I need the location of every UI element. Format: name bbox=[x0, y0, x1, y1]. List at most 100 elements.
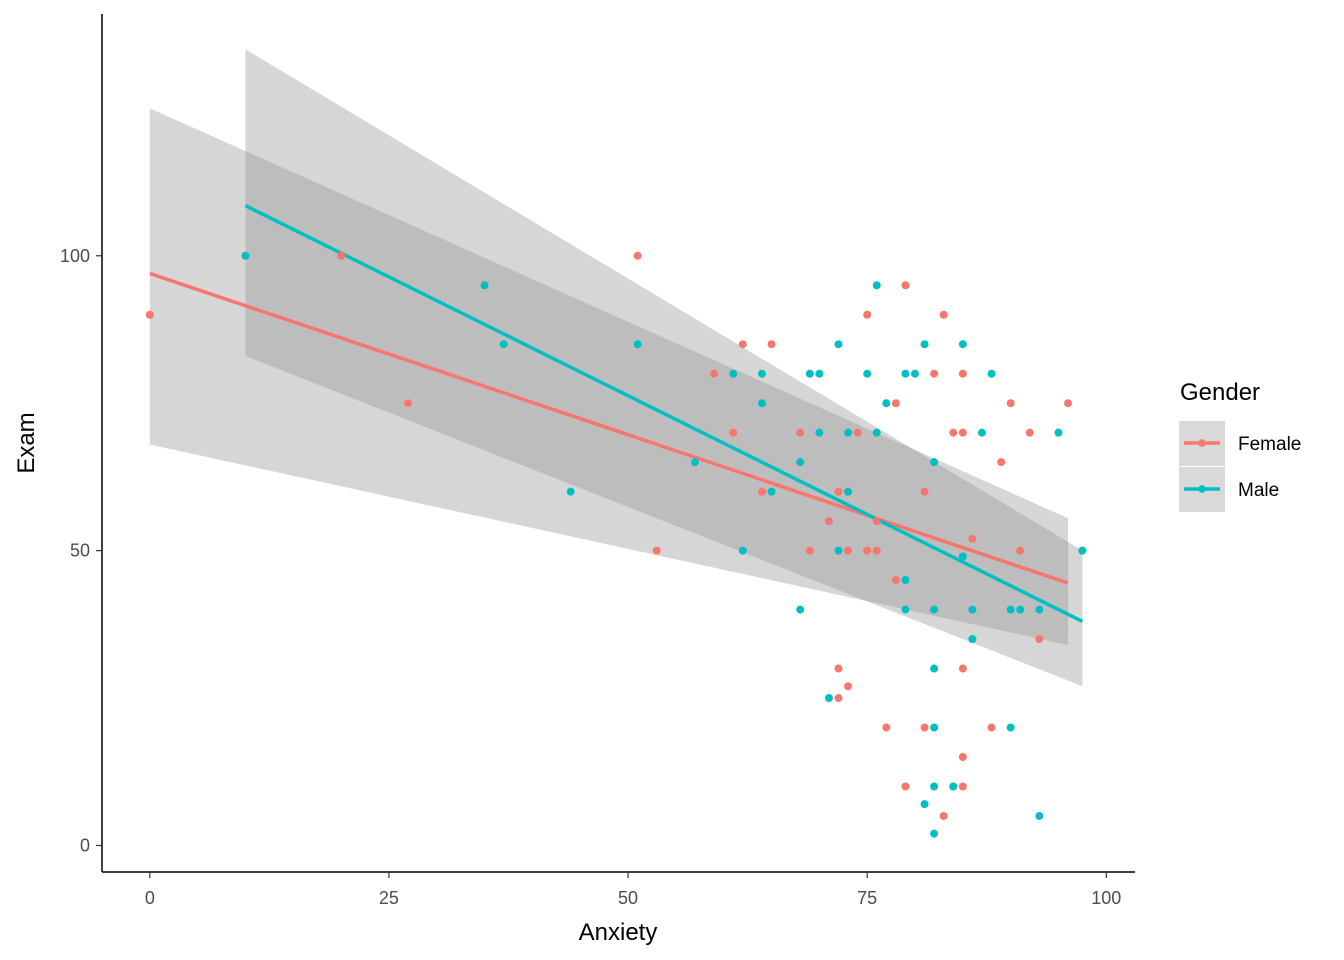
data-point-female bbox=[834, 487, 843, 496]
axis-ticks: 0 25 50 75 100 0 50 100 bbox=[60, 246, 1121, 908]
data-point-male bbox=[901, 369, 910, 378]
data-point-male bbox=[767, 487, 776, 496]
data-point-male bbox=[729, 369, 738, 378]
x-tick-label: 100 bbox=[1091, 888, 1121, 908]
data-point-male bbox=[757, 399, 766, 408]
data-point-male bbox=[987, 369, 996, 378]
data-point-female bbox=[920, 487, 929, 496]
data-point-female bbox=[901, 782, 910, 791]
data-point-female bbox=[834, 664, 843, 673]
data-point-female bbox=[949, 428, 958, 437]
data-point-female bbox=[863, 546, 872, 555]
data-point-female bbox=[891, 576, 900, 585]
regression-line-female bbox=[149, 271, 1069, 585]
data-point-male bbox=[911, 369, 920, 378]
data-point-female bbox=[853, 428, 862, 437]
data-point-male bbox=[834, 546, 843, 555]
regression-lines bbox=[149, 204, 1084, 623]
data-point-female bbox=[757, 487, 766, 496]
legend-point-male bbox=[1198, 485, 1206, 493]
data-point-female bbox=[920, 723, 929, 732]
data-point-male bbox=[844, 487, 853, 496]
data-point-male bbox=[930, 829, 939, 838]
confidence-band-female bbox=[149, 108, 1069, 645]
legend-item-female: Female bbox=[1179, 421, 1301, 466]
data-point-male bbox=[930, 458, 939, 467]
data-point-female bbox=[939, 310, 948, 319]
data-point-male bbox=[968, 605, 977, 614]
data-point-female bbox=[805, 546, 814, 555]
data-point-male bbox=[1016, 605, 1025, 614]
data-point-male bbox=[815, 428, 824, 437]
data-point-female bbox=[997, 458, 1006, 467]
data-point-male bbox=[920, 340, 929, 349]
y-tick-label: 0 bbox=[80, 835, 90, 855]
data-point-female bbox=[891, 399, 900, 408]
regression-line-male bbox=[244, 204, 1084, 623]
x-tick-label: 0 bbox=[145, 888, 155, 908]
data-points bbox=[145, 251, 1087, 838]
data-point-male bbox=[949, 782, 958, 791]
legend-item-male: Male bbox=[1179, 467, 1279, 512]
confidence-bands bbox=[149, 49, 1083, 687]
x-tick-label: 50 bbox=[618, 888, 638, 908]
data-point-female bbox=[958, 428, 967, 437]
data-point-female bbox=[863, 310, 872, 319]
data-point-female bbox=[1016, 546, 1025, 555]
data-point-male bbox=[834, 340, 843, 349]
data-point-male bbox=[901, 576, 910, 585]
data-point-male bbox=[872, 281, 881, 290]
axes bbox=[101, 14, 1135, 873]
data-point-male bbox=[805, 369, 814, 378]
data-point-male bbox=[930, 723, 939, 732]
data-point-female bbox=[1006, 399, 1015, 408]
data-point-female bbox=[767, 340, 776, 349]
x-tick-label: 25 bbox=[379, 888, 399, 908]
data-point-female bbox=[872, 546, 881, 555]
data-point-male bbox=[796, 458, 805, 467]
x-axis-title: Anxiety bbox=[579, 919, 658, 946]
data-point-male bbox=[930, 782, 939, 791]
data-point-male bbox=[872, 428, 881, 437]
data-point-female bbox=[145, 310, 154, 319]
data-point-male bbox=[824, 694, 833, 703]
data-point-female bbox=[337, 251, 346, 260]
data-point-male bbox=[977, 428, 986, 437]
data-point-female bbox=[958, 664, 967, 673]
data-point-female bbox=[844, 546, 853, 555]
legend: Gender Female Male bbox=[1179, 379, 1301, 512]
data-point-male bbox=[930, 605, 939, 614]
data-point-male bbox=[958, 552, 967, 561]
legend-label-female: Female bbox=[1238, 434, 1301, 455]
data-point-female bbox=[958, 782, 967, 791]
legend-point-female bbox=[1198, 439, 1206, 447]
data-point-male bbox=[738, 546, 747, 555]
data-point-male bbox=[1006, 723, 1015, 732]
legend-label-male: Male bbox=[1238, 480, 1279, 501]
data-point-male bbox=[499, 340, 508, 349]
data-point-female bbox=[652, 546, 661, 555]
data-point-male bbox=[815, 369, 824, 378]
x-tick-label: 75 bbox=[857, 888, 877, 908]
data-point-male bbox=[1054, 428, 1063, 437]
data-point-female bbox=[872, 517, 881, 526]
data-point-female bbox=[1064, 399, 1073, 408]
data-point-male bbox=[968, 635, 977, 644]
data-point-male bbox=[844, 428, 853, 437]
data-point-female bbox=[738, 340, 747, 349]
data-point-female bbox=[824, 517, 833, 526]
data-point-female bbox=[882, 723, 891, 732]
data-point-male bbox=[1035, 605, 1044, 614]
data-point-male bbox=[958, 340, 967, 349]
data-point-female bbox=[404, 399, 413, 408]
data-point-male bbox=[1035, 811, 1044, 820]
data-point-female bbox=[1035, 635, 1044, 644]
data-point-female bbox=[729, 428, 738, 437]
data-point-male bbox=[1006, 605, 1015, 614]
data-point-female bbox=[710, 369, 719, 378]
data-point-female bbox=[939, 811, 948, 820]
data-point-male bbox=[691, 458, 700, 467]
confidence-band-male bbox=[245, 49, 1083, 687]
y-axis-title: Exam bbox=[13, 412, 40, 473]
